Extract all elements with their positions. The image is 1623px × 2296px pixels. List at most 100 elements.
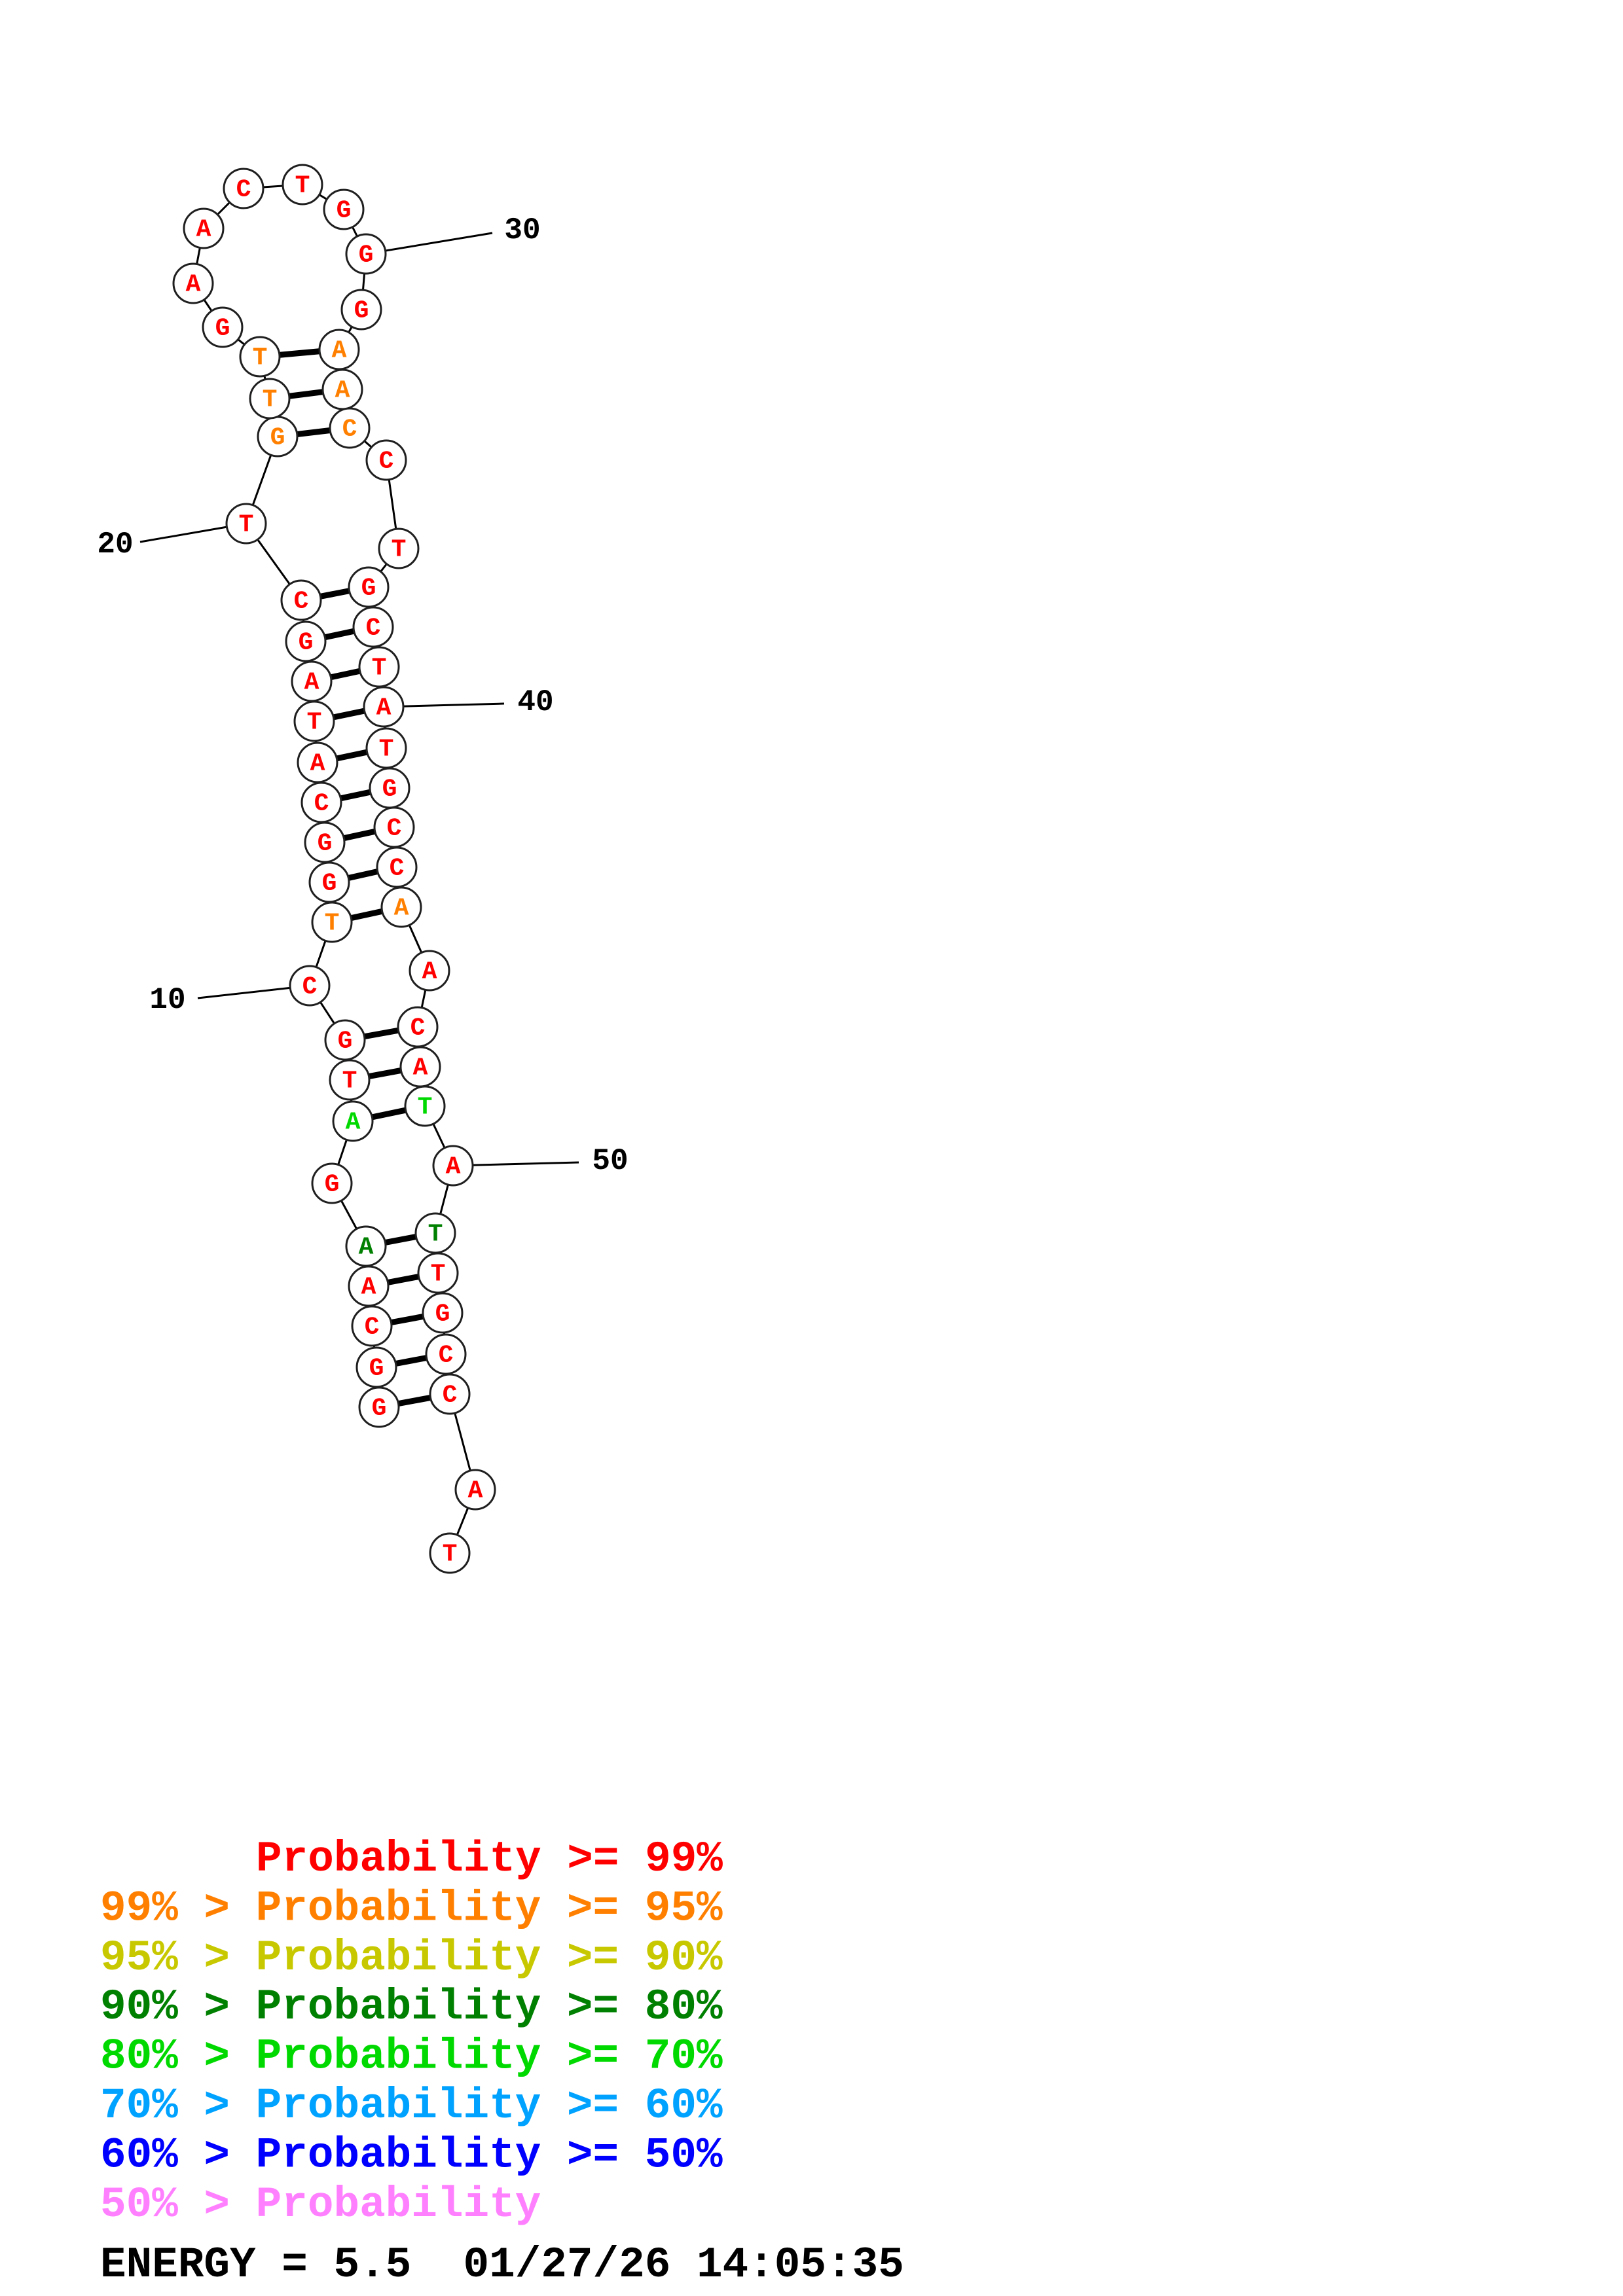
- nucleotide-base: T: [418, 1094, 433, 1122]
- position-label: 10: [149, 983, 185, 1017]
- nucleotide-circle: [378, 528, 420, 569]
- nucleotide-circle: [348, 566, 390, 608]
- nucleotide-base: T: [392, 536, 407, 564]
- nucleotide-circle: [363, 686, 405, 728]
- nucleotide-base: G: [322, 870, 337, 898]
- position-labels: 10 20 30 40 50: [97, 213, 628, 1178]
- nucleotide-base: T: [307, 709, 322, 737]
- nucleotide-circle: [417, 1252, 459, 1294]
- nucleotide-base: A: [335, 377, 350, 405]
- nucleotide-circle: [280, 579, 322, 621]
- nucleotide-base: G: [372, 1395, 387, 1423]
- nucleotide-base: A: [361, 1274, 376, 1302]
- nucleotide-base: A: [376, 694, 392, 723]
- nucleotide-circle: [223, 168, 264, 209]
- nucleotide-base: G: [270, 424, 285, 452]
- nucleotide-base: T: [263, 386, 278, 414]
- nucleotide-base: C: [387, 815, 402, 843]
- nucleotide-circle: [329, 1059, 371, 1101]
- nucleotide-circle: [345, 1225, 387, 1267]
- legend-row: 80% > Probability >= 70%: [100, 2032, 723, 2081]
- legend-row: 95% > Probability >= 90%: [100, 1933, 723, 1982]
- nucleotide-circle: [352, 606, 394, 648]
- nucleotide-circle: [202, 306, 244, 348]
- nucleotide-base: T: [342, 1067, 357, 1096]
- nucleotide-base: C: [342, 416, 357, 444]
- nucleotide-base: T: [443, 1541, 458, 1569]
- legend-row: 99% > Probability >= 95%: [100, 1884, 723, 1933]
- nucleotide-circle: [404, 1085, 446, 1127]
- nucleotide-circle: [172, 262, 214, 304]
- nucleotide-base: G: [361, 575, 376, 603]
- position-label: 20: [97, 528, 133, 562]
- nucleotide-base: C: [443, 1382, 458, 1410]
- nucleotide-circle: [329, 407, 371, 449]
- nucleotide-base: C: [439, 1342, 454, 1370]
- nucleotide-base: C: [294, 588, 309, 616]
- nucleotide-base: C: [366, 615, 381, 643]
- nucleotide-base: G: [215, 315, 230, 343]
- nucleotide-base: A: [304, 669, 319, 697]
- nucleotide-circle: [285, 620, 327, 662]
- nucleotide-circle: [289, 965, 331, 1007]
- nucleotide-circle: [308, 861, 350, 903]
- nucleotide-base: G: [382, 776, 397, 804]
- nucleotide-base: T: [295, 172, 310, 200]
- nucleotide-base: A: [359, 1234, 374, 1262]
- legend-row: 50% > Probability: [100, 2180, 541, 2229]
- nucleotide-base: G: [435, 1300, 450, 1329]
- nucleotide-circle: [422, 1292, 464, 1334]
- nucleotide-circle: [301, 781, 342, 823]
- nucleotide-base: G: [369, 1355, 384, 1383]
- nucleotide-circle: [291, 660, 333, 702]
- nucleotide-circle: [345, 233, 387, 275]
- nucleotide-base: G: [325, 1171, 340, 1199]
- nucleotide-circle: [429, 1373, 471, 1415]
- nucleotide-base: T: [239, 511, 254, 539]
- nucleotide-circle: [225, 503, 267, 545]
- nucleotide-base: T: [379, 736, 394, 764]
- nucleotide-base: A: [332, 337, 347, 365]
- nucleotide-base: T: [428, 1221, 443, 1249]
- nucleotide-circle: [183, 207, 225, 249]
- nucleotide-base: G: [338, 1028, 353, 1056]
- position-label: 50: [592, 1144, 628, 1178]
- nucleotide-circle: [376, 846, 418, 888]
- label-leader-line: [365, 232, 493, 255]
- position-label: 30: [504, 213, 540, 247]
- nucleotide-base: A: [310, 750, 325, 778]
- nucleotide-circle: [358, 646, 400, 688]
- nucleotide-base: C: [236, 176, 251, 204]
- position-label: 40: [517, 685, 553, 719]
- nucleotide-circle: [340, 289, 382, 331]
- nucleotide-base: C: [365, 1314, 380, 1342]
- nucleotide-base: A: [394, 895, 409, 923]
- legend-row: 70% > Probability >= 60%: [100, 2081, 723, 2130]
- nucleotide-base: A: [413, 1054, 428, 1083]
- nucleotide-circle: [380, 886, 422, 928]
- nucleotide-base: C: [390, 855, 405, 883]
- nucleotide-base: A: [186, 271, 201, 299]
- nucleotide-base: T: [372, 655, 387, 683]
- nucleotide-circle: [332, 1100, 374, 1142]
- legend-row: 60% > Probability >= 50%: [100, 2130, 723, 2179]
- label-leader-line: [452, 1161, 579, 1167]
- nucleotide-circle: [249, 378, 291, 420]
- nucleotide-circle: [409, 950, 450, 992]
- nucleotide-base: G: [354, 297, 369, 325]
- legend-row: 90% > Probability >= 80%: [100, 1982, 723, 2032]
- nucleotide-base: G: [359, 242, 374, 270]
- energy-text: ENERGY = 5.5 01/27/26 14:05:35: [100, 2240, 904, 2289]
- nucleotide-base: G: [318, 830, 333, 858]
- nucleotide-circle: [356, 1346, 397, 1388]
- nucleotide-base: C: [314, 790, 329, 818]
- nucleotide-base: A: [422, 958, 437, 986]
- nucleotide-base: C: [302, 973, 318, 1001]
- legend-row: Probability >= 99%: [256, 1835, 723, 1884]
- legend: Probability >= 99%99% > Probability >= 9…: [100, 1835, 723, 2229]
- nucleotide-base: G: [337, 197, 352, 225]
- nucleotide-circle: [239, 336, 281, 378]
- nucleotide-circle: [282, 164, 323, 206]
